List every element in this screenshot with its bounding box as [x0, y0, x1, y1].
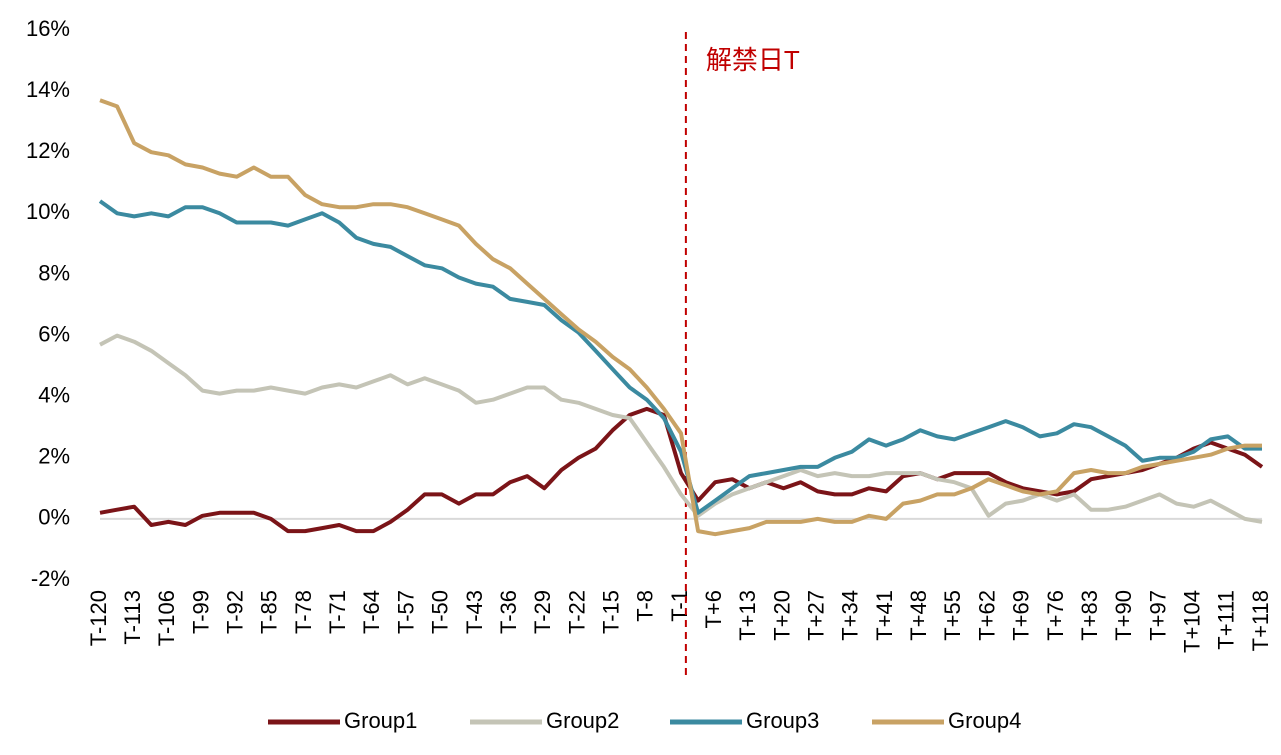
- legend-label: Group2: [546, 708, 619, 733]
- x-tick-label: T-78: [291, 590, 316, 634]
- y-tick-label: 12%: [26, 138, 70, 163]
- y-tick-label: 4%: [38, 382, 70, 407]
- y-tick-label: 0%: [38, 505, 70, 530]
- x-tick-label: T+76: [1043, 590, 1068, 641]
- x-tick-label: T-64: [359, 590, 384, 634]
- series-line: [99, 406, 1264, 534]
- x-tick-label: T-99: [188, 590, 213, 634]
- series-line: [98, 199, 1262, 515]
- series-line: [99, 98, 1262, 537]
- x-tick-label: T-22: [564, 590, 589, 634]
- x-tick-label: T-57: [393, 590, 418, 634]
- y-tick-label: 6%: [38, 321, 70, 346]
- x-tick-label: T-106: [154, 590, 179, 646]
- x-tick-label: T+111: [1214, 590, 1239, 650]
- legend-label: Group1: [344, 708, 417, 733]
- x-tick-label: T+62: [974, 590, 999, 641]
- x-tick-label: T+6: [701, 590, 726, 629]
- x-tick-label: T-85: [257, 590, 282, 634]
- x-tick-label: T-1: [667, 590, 692, 622]
- x-tick-label: T+20: [769, 590, 794, 641]
- x-tick-label: T+34: [838, 590, 863, 641]
- x-tick-label: T-36: [496, 590, 521, 634]
- x-tick-label: T-92: [223, 590, 248, 634]
- x-tick-label: T-120: [86, 590, 111, 646]
- x-tick-label: T+97: [1145, 590, 1170, 641]
- x-tick-label: T+27: [804, 590, 829, 641]
- series-line: [99, 333, 1263, 524]
- x-tick-label: T-43: [462, 590, 487, 634]
- x-tick-label: T-71: [325, 590, 350, 634]
- legend-label: Group4: [948, 708, 1021, 733]
- x-tick-label: T-50: [428, 590, 453, 634]
- y-tick-label: 10%: [26, 199, 70, 224]
- x-tick-label: T+55: [940, 590, 965, 641]
- y-tick-label: -2%: [31, 566, 70, 591]
- y-tick-label: 14%: [26, 77, 70, 102]
- y-tick-label: 16%: [26, 16, 70, 41]
- x-tick-label: T-8: [633, 590, 658, 622]
- y-tick-label: 2%: [38, 444, 70, 469]
- x-tick-label: T+48: [906, 590, 931, 641]
- x-tick-label: T+118: [1248, 590, 1273, 651]
- y-tick-label: 8%: [38, 260, 70, 285]
- x-tick-label: T+13: [735, 590, 760, 641]
- x-tick-label: T-29: [530, 590, 555, 634]
- x-tick-label: T+69: [1009, 590, 1034, 641]
- x-tick-label: T+83: [1077, 590, 1102, 641]
- legend-label: Group3: [746, 708, 819, 733]
- x-tick-label: T+41: [872, 590, 897, 641]
- x-tick-label: T-15: [598, 590, 623, 634]
- annotation: 解禁日T: [706, 45, 800, 75]
- x-tick-label: T+104: [1179, 590, 1204, 653]
- x-tick-label: T+90: [1111, 590, 1136, 641]
- x-tick-label: T-113: [120, 590, 145, 645]
